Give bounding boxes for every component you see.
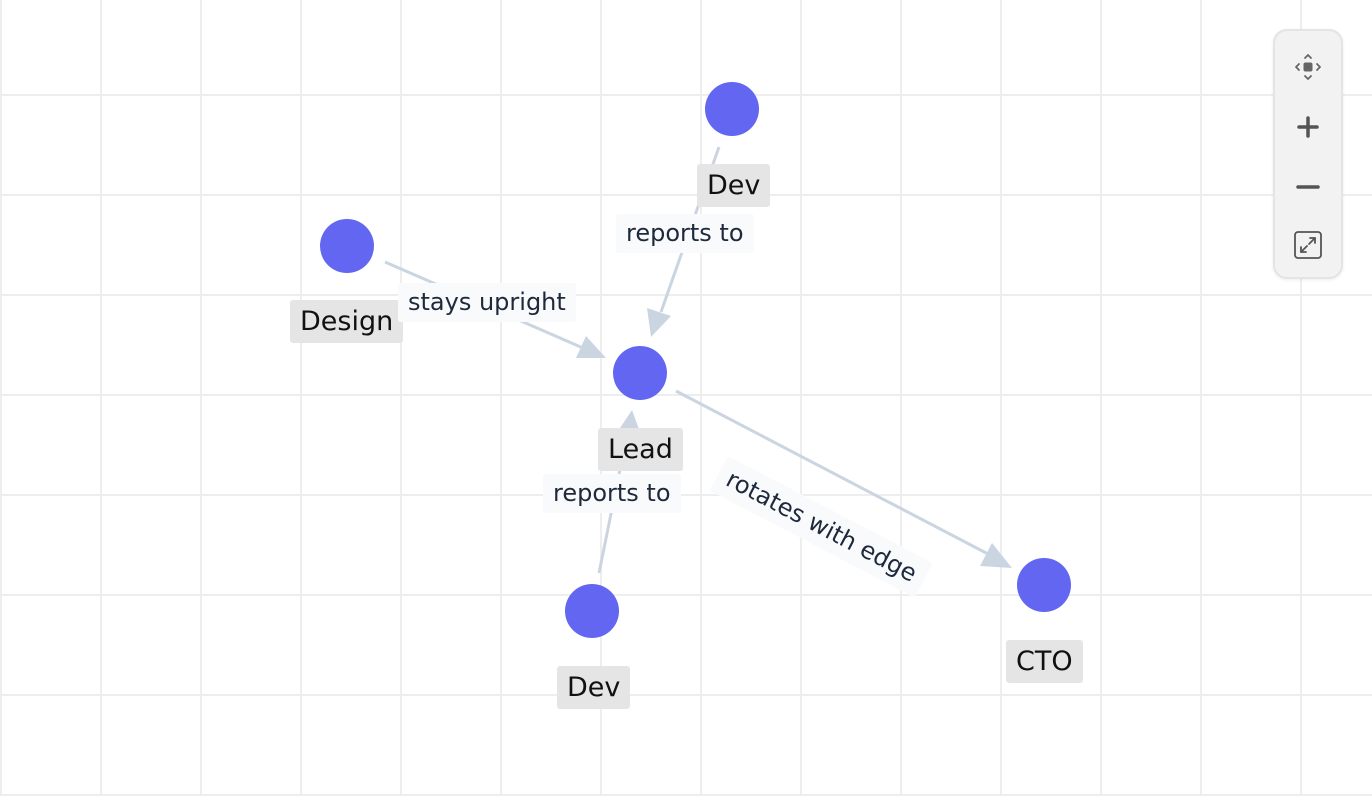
- node-label-design: Design: [290, 300, 404, 344]
- zoom-in-button[interactable]: [1275, 97, 1341, 157]
- zoom-out-button[interactable]: [1275, 157, 1341, 217]
- edge-label-devtop-lead: reports to: [616, 214, 754, 254]
- pan-icon: [1295, 54, 1321, 80]
- node-design[interactable]: [320, 219, 374, 273]
- node-dev-bottom[interactable]: [565, 584, 619, 638]
- node-label-dev-top: Dev: [697, 164, 771, 208]
- edge-lead-cto[interactable]: [675, 389, 1012, 568]
- node-label-cto: CTO: [1006, 640, 1083, 684]
- node-label-lead: Lead: [598, 428, 683, 472]
- node-label-dev-bottom: Dev: [557, 666, 631, 710]
- pan-button[interactable]: [1275, 37, 1341, 97]
- view-controls: [1273, 29, 1343, 279]
- node-lead[interactable]: [613, 346, 667, 400]
- edge-label-devbottom-lead: reports to: [543, 474, 681, 514]
- node-cto[interactable]: [1017, 558, 1071, 612]
- fit-view-button[interactable]: [1275, 215, 1341, 275]
- edge-label-design-lead: stays upright: [398, 283, 576, 323]
- zoom-out-icon: [1296, 185, 1320, 189]
- node-dev-top[interactable]: [705, 82, 759, 136]
- zoom-in-icon: [1297, 116, 1319, 138]
- fit-view-icon: [1294, 231, 1322, 259]
